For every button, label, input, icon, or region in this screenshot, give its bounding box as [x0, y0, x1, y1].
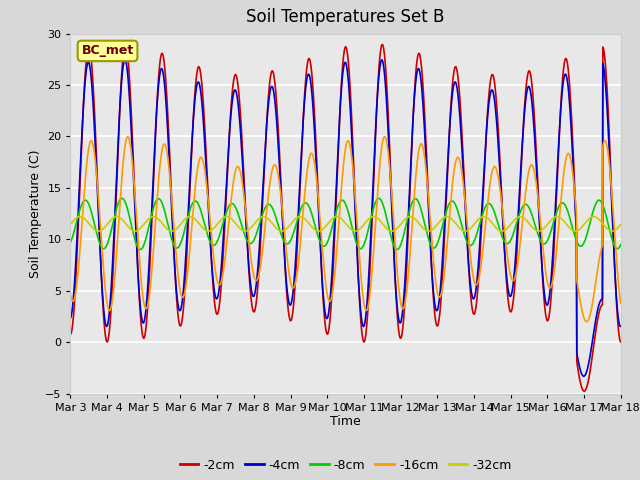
-32cm	[432, 224, 440, 229]
-32cm	[504, 225, 511, 231]
-4cm	[580, 373, 588, 379]
-4cm	[504, 279, 511, 285]
-4cm	[175, 307, 183, 313]
-8cm	[552, 211, 560, 216]
Legend: -2cm, -4cm, -8cm, -16cm, -32cm: -2cm, -4cm, -8cm, -16cm, -32cm	[175, 454, 516, 477]
-8cm	[504, 240, 511, 246]
-4cm	[189, 125, 196, 131]
Y-axis label: Soil Temperature (C): Soil Temperature (C)	[29, 149, 42, 278]
-8cm	[189, 200, 197, 205]
Line: -4cm: -4cm	[70, 60, 621, 376]
-2cm	[504, 288, 511, 294]
-4cm	[250, 292, 258, 298]
Text: BC_met: BC_met	[81, 44, 134, 58]
-2cm	[176, 323, 184, 328]
-32cm	[95, 228, 102, 234]
-32cm	[189, 215, 197, 221]
-4cm	[378, 57, 385, 63]
-8cm	[432, 244, 440, 250]
-16cm	[67, 291, 74, 297]
Line: -16cm: -16cm	[70, 137, 621, 322]
-32cm	[552, 214, 560, 220]
-16cm	[504, 252, 511, 257]
-8cm	[67, 240, 74, 245]
-16cm	[552, 255, 559, 261]
-4cm	[431, 304, 439, 310]
-8cm	[617, 241, 625, 247]
-16cm	[431, 276, 439, 282]
X-axis label: Time: Time	[330, 415, 361, 429]
-32cm	[177, 222, 184, 228]
-16cm	[176, 286, 184, 291]
-16cm	[583, 319, 591, 324]
-32cm	[252, 220, 259, 226]
-8cm	[118, 195, 126, 201]
-8cm	[176, 242, 184, 248]
-32cm	[113, 214, 120, 219]
-8cm	[251, 235, 259, 241]
-16cm	[617, 300, 625, 306]
Line: -32cm: -32cm	[70, 216, 621, 231]
-4cm	[617, 323, 625, 329]
-2cm	[580, 388, 588, 394]
Line: -8cm: -8cm	[70, 198, 621, 250]
-4cm	[67, 315, 74, 321]
-16cm	[124, 134, 132, 140]
-2cm	[251, 308, 259, 313]
-32cm	[67, 221, 74, 227]
-2cm	[431, 316, 439, 322]
Line: -2cm: -2cm	[70, 45, 621, 391]
-2cm	[67, 331, 74, 337]
-2cm	[617, 339, 625, 345]
-8cm	[393, 247, 401, 252]
Title: Soil Temperatures Set B: Soil Temperatures Set B	[246, 9, 445, 26]
-16cm	[189, 207, 197, 213]
-2cm	[189, 117, 197, 123]
-2cm	[552, 208, 559, 214]
-32cm	[617, 221, 625, 227]
-2cm	[122, 42, 129, 48]
-4cm	[552, 197, 559, 203]
-16cm	[251, 276, 259, 282]
